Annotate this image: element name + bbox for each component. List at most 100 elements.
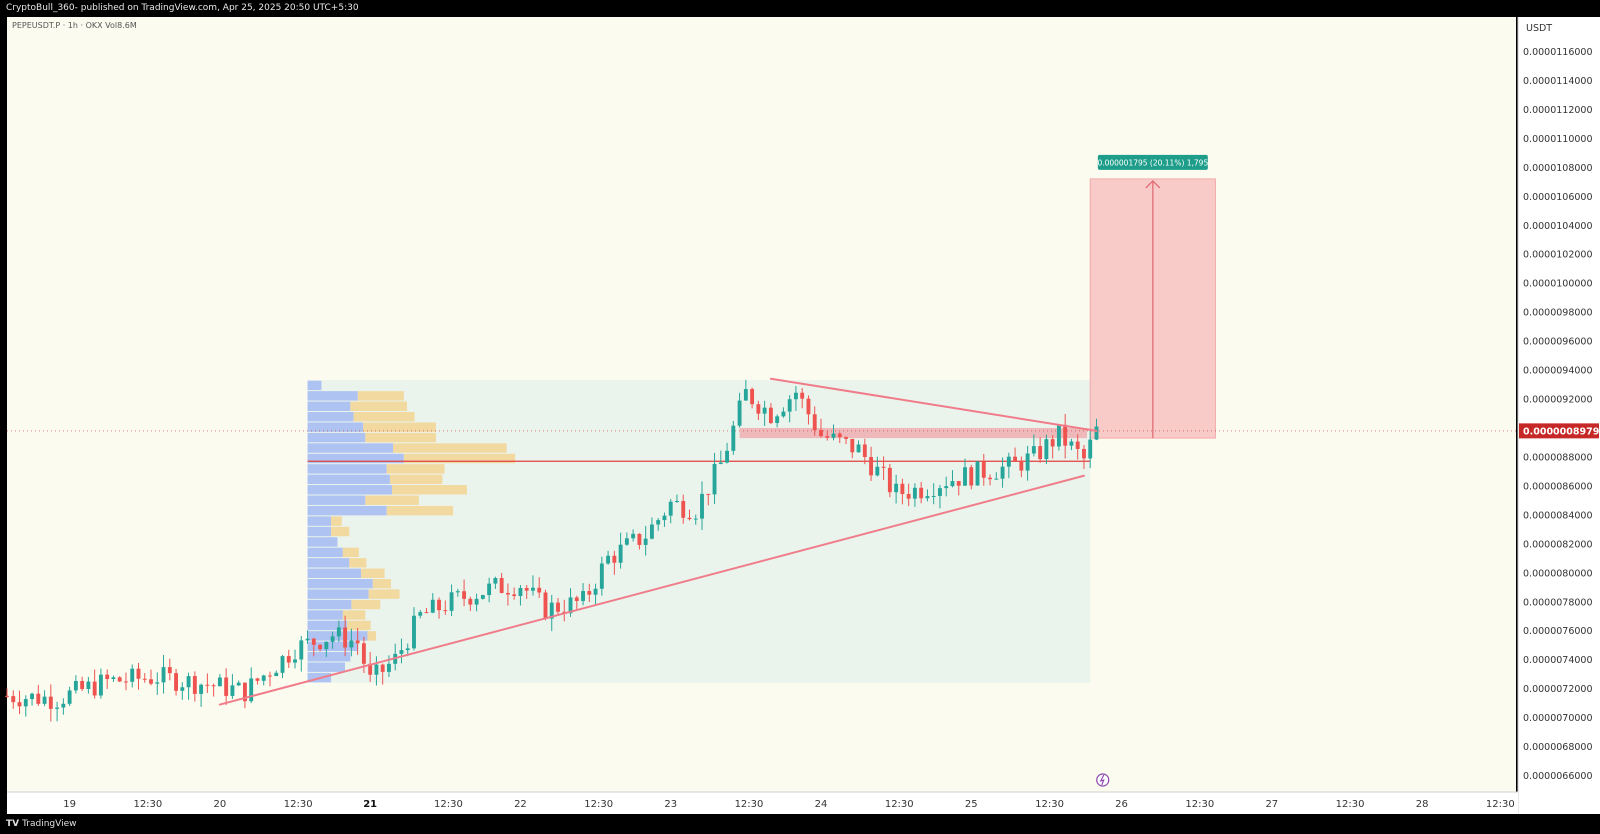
candle-body	[731, 425, 736, 451]
candle-body	[480, 595, 485, 599]
publisher-text: CryptoBull_360- published on TradingView…	[6, 3, 359, 13]
volume-profile-sell-bar	[357, 391, 404, 401]
resistance-zone	[739, 427, 1088, 439]
candle-body	[455, 591, 460, 593]
event-lightning-icon	[1096, 773, 1110, 787]
candle-body	[30, 693, 34, 700]
candle-body	[931, 495, 936, 497]
candle-body	[280, 656, 285, 673]
candle-body	[255, 678, 260, 681]
time-tick-label: 12:30	[1486, 799, 1515, 810]
candle-body	[242, 682, 247, 702]
candle-body	[1075, 441, 1080, 449]
time-tick-label: 12:30	[133, 799, 162, 810]
candle-body	[105, 674, 110, 680]
candle-body	[261, 675, 266, 681]
candle-body	[1031, 446, 1036, 454]
candle-body	[424, 612, 429, 614]
volume-profile-sell-bar	[372, 578, 392, 589]
candle-body	[969, 467, 974, 486]
volume-profile-buy-bar	[307, 547, 343, 558]
candle-body	[462, 591, 467, 599]
candle-body	[343, 627, 348, 648]
candle-body	[98, 674, 103, 696]
candle-body	[819, 430, 823, 437]
time-tick-label: 12:30	[735, 799, 764, 810]
candle-body	[5, 695, 9, 697]
price-axis-unit: USDT	[1526, 23, 1552, 34]
price-tick-label: 0.0000086000	[1523, 481, 1593, 492]
candle-body	[925, 496, 930, 499]
volume-profile-sell-bar	[331, 526, 350, 537]
candle-body	[887, 467, 892, 493]
candle-body	[174, 673, 178, 691]
candle-body	[875, 466, 880, 476]
candle-body	[412, 615, 416, 649]
candle-body	[230, 685, 235, 696]
candle-body	[217, 677, 222, 687]
footer-bar: TV TradingView	[0, 814, 1600, 834]
volume-profile-buy-bar	[307, 620, 348, 631]
candle-body	[399, 650, 404, 654]
candle-body	[330, 636, 335, 642]
volume-profile-buy-bar	[307, 652, 351, 662]
candle-body	[593, 588, 598, 595]
candle-body	[499, 577, 504, 593]
tradingview-logo[interactable]: TV TradingView	[6, 814, 77, 834]
tradingview-brand-text: TradingView	[22, 819, 77, 829]
time-tick-label: 12:30	[584, 799, 613, 810]
volume-profile-sell-bar	[365, 432, 436, 443]
candle-body	[224, 677, 229, 696]
candle-body	[167, 667, 172, 674]
candle-body	[405, 648, 410, 651]
candle-body	[793, 392, 798, 400]
candle-body	[205, 684, 210, 686]
volume-profile-sell-bar	[365, 495, 419, 505]
candle-body	[975, 461, 980, 486]
candle-body	[124, 681, 128, 683]
target-badge	[1097, 154, 1208, 170]
candle-body	[950, 481, 955, 487]
time-tick-label: 12:30	[1185, 799, 1214, 810]
volume-profile-sell-bar	[353, 412, 415, 422]
candle-body	[437, 599, 441, 611]
volume-profile-sell-bar	[349, 558, 367, 568]
candle-body	[693, 518, 698, 520]
candle-body	[36, 693, 41, 704]
volume-profile-sell-bar	[389, 474, 443, 485]
price-tick-label: 0.0000102000	[1523, 250, 1593, 261]
candle-body	[906, 494, 911, 499]
candle-body	[825, 436, 830, 438]
candle-body	[1069, 441, 1074, 446]
candle-body	[430, 599, 435, 613]
candle-body	[618, 544, 623, 563]
candle-body	[737, 400, 742, 426]
candle-body	[919, 487, 924, 499]
volume-profile-sell-bar	[403, 453, 516, 464]
volume-profile-sell-bar	[367, 631, 377, 641]
candle-body	[1050, 439, 1055, 447]
volume-profile-sell-bar	[342, 547, 359, 558]
candle-body	[61, 703, 66, 708]
price-tick-label: 0.0000068000	[1523, 742, 1593, 753]
candle-body	[67, 690, 72, 704]
candle-body	[963, 467, 967, 486]
time-tick-label: 12:30	[885, 799, 914, 810]
price-tick-label: 0.0000072000	[1523, 684, 1593, 695]
candle-body	[130, 668, 135, 682]
volume-profile-buy-bar	[307, 662, 345, 672]
candle-body	[750, 389, 755, 405]
volume-profile-sell-bar	[331, 516, 342, 526]
candle-body	[1038, 446, 1043, 460]
candle-body	[80, 681, 85, 689]
volume-profile-buy-bar	[307, 526, 332, 537]
candle-body	[862, 444, 867, 458]
candle-body	[161, 667, 166, 683]
volume-profile-sell-bar	[386, 505, 454, 516]
candle-body	[199, 684, 204, 694]
candle-body	[700, 493, 704, 519]
candle-body	[293, 659, 297, 663]
volume-profile-buy-bar	[307, 412, 354, 422]
